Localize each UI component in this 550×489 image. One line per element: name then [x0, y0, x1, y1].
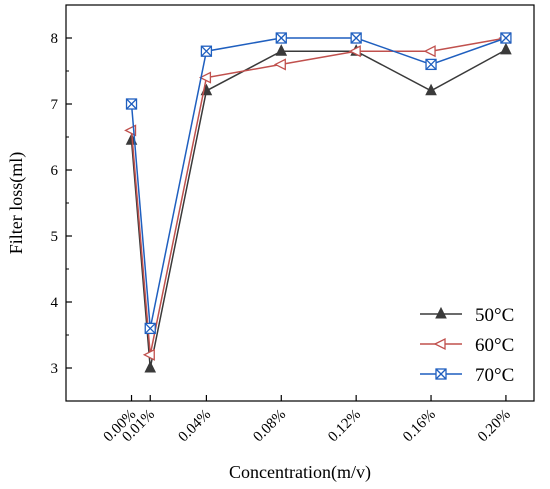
data-point	[425, 58, 437, 71]
data-point	[350, 32, 362, 44]
y-axis: 3 4 5 6 7 8	[51, 4, 72, 402]
data-point	[348, 45, 361, 58]
series-2	[125, 32, 512, 335]
data-point	[198, 71, 212, 84]
marker-cross-b	[435, 368, 447, 380]
y-tick-label: 8	[51, 31, 59, 47]
x-axis: 0.00%0.01% 0.04% 0.08% 0.12% 0.16% 0.20%	[101, 395, 514, 445]
data-point	[273, 58, 286, 71]
legend-item: 70°C	[420, 365, 514, 386]
series-line	[130, 49, 507, 369]
marker-triangle	[500, 42, 512, 55]
y-tick-label: 7	[51, 97, 59, 113]
legend-label: 70°C	[475, 365, 514, 386]
data-point	[144, 360, 157, 373]
legend-item: 60°C	[420, 335, 514, 356]
y-tick-label: 3	[51, 361, 59, 377]
marker-cross-b	[500, 32, 512, 44]
series-1	[124, 31, 511, 361]
marker-triangle-left	[273, 58, 286, 71]
marker-triangle-left	[423, 45, 436, 58]
x-axis-title: Concentration(m/v)	[229, 462, 371, 483]
marker-triangle-left	[142, 348, 155, 361]
marker-triangle-left	[198, 71, 212, 84]
marker-cross-b	[425, 58, 437, 70]
series-0	[125, 42, 512, 373]
x-tick-label: 0.08%	[250, 407, 289, 446]
marker-triangle-left	[433, 337, 446, 351]
legend-label: 60°C	[475, 335, 514, 356]
data-point	[275, 44, 288, 56]
legend-label: 50°C	[475, 305, 514, 326]
marker-cross-b	[275, 32, 287, 44]
x-tick-label: 0.20%	[475, 407, 514, 446]
marker-triangle-left	[348, 45, 361, 58]
data-point	[142, 348, 155, 361]
data-point	[200, 45, 213, 57]
data-point	[144, 322, 156, 335]
y-tick-label: 6	[51, 163, 59, 179]
data-point	[125, 98, 138, 110]
marker-cross-b	[350, 32, 362, 44]
data-point	[500, 32, 512, 44]
x-tick-label: 0.12%	[325, 407, 364, 446]
x-tick-label: 0.04%	[176, 407, 215, 446]
series-line	[130, 37, 507, 355]
data-point	[423, 45, 436, 58]
marker-triangle	[435, 306, 447, 319]
marker-cross-b	[200, 45, 212, 57]
data-point	[275, 32, 287, 44]
x-tick-label: 0.16%	[400, 407, 439, 446]
marker-triangle	[144, 360, 157, 373]
series-layer	[124, 31, 512, 373]
y-tick-label: 4	[51, 295, 59, 311]
data-point	[425, 83, 437, 96]
marker-cross-b	[144, 322, 156, 334]
legend-item: 50°C	[420, 305, 514, 326]
marker-triangle	[275, 44, 288, 56]
y-axis-title: Filter loss(ml)	[6, 152, 27, 255]
marker-triangle	[425, 83, 437, 96]
legend: 50°C 60°C 70°C	[420, 305, 514, 386]
marker-cross-b	[126, 98, 137, 110]
data-point	[500, 42, 512, 55]
y-tick-label: 5	[51, 229, 59, 245]
